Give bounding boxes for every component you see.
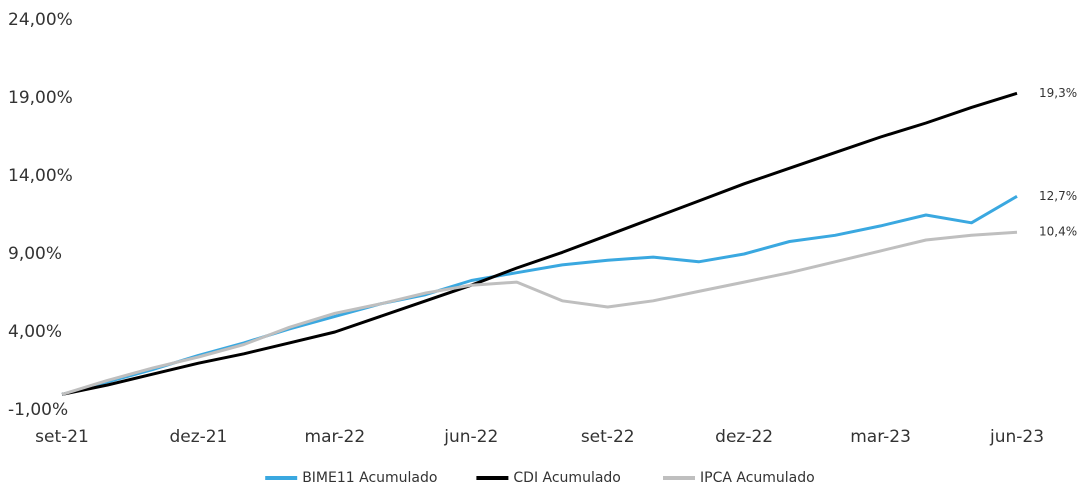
y-tick-label: 9,00% [8, 244, 62, 264]
x-tick-label: jun-23 [989, 427, 1044, 447]
y-tick-label: 19,00% [8, 88, 73, 108]
x-tick-label: dez-22 [715, 427, 773, 447]
series-line [61, 195, 1018, 396]
x-tick-label: mar-23 [850, 427, 911, 447]
x-tick-label: dez-21 [169, 427, 227, 447]
series-line [61, 91, 1018, 396]
y-tick-label: 4,00% [8, 322, 62, 342]
series-line [61, 230, 1018, 396]
y-tick-label: 14,00% [8, 166, 73, 186]
legend-label: BIME11 Acumulado [302, 470, 437, 486]
x-tick-label: set-21 [35, 427, 89, 447]
x-tick-label: jun-22 [443, 427, 498, 447]
legend-label: CDI Acumulado [513, 470, 620, 486]
end-label: 12,7% [1039, 189, 1077, 203]
legend-label: IPCA Acumulado [700, 470, 815, 486]
x-tick-label: set-22 [581, 427, 635, 447]
y-tick-label: 24,00% [8, 10, 73, 30]
y-tick-label: -1,00% [8, 400, 68, 420]
end-label: 19,3% [1039, 86, 1077, 100]
end-label: 10,4% [1039, 225, 1077, 239]
x-tick-label: mar-22 [305, 427, 366, 447]
